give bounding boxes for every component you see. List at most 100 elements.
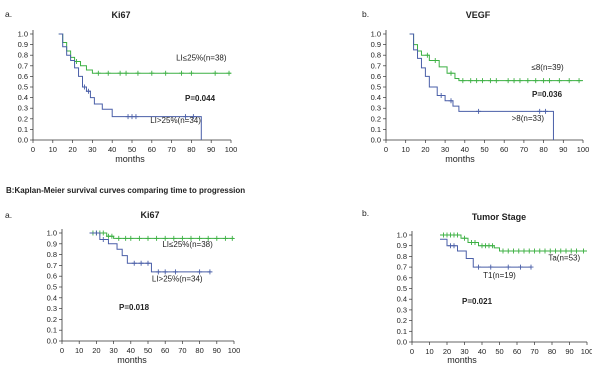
x-tick-label: 30 — [88, 145, 96, 154]
y-tick-label: 0.5 — [18, 83, 28, 92]
censor-mark — [476, 264, 481, 270]
censor-mark — [556, 78, 562, 84]
censor-mark — [179, 235, 185, 241]
y-tick-label: 0.6 — [371, 72, 381, 81]
x-tick-label: 20 — [92, 346, 100, 355]
x-axis-title: months — [115, 154, 145, 164]
censor-mark — [451, 243, 457, 249]
censor-mark — [190, 114, 196, 120]
censor-mark — [162, 235, 168, 241]
censor-mark — [516, 248, 522, 254]
y-tick-label: 0.8 — [371, 51, 381, 60]
x-tick-label: 40 — [108, 145, 116, 154]
censor-mark — [95, 70, 101, 76]
censor-mark — [212, 70, 218, 76]
x-tick-label: 40 — [461, 145, 469, 154]
censor-mark — [135, 70, 141, 76]
x-tick-label: 0 — [31, 145, 35, 154]
censor-mark — [226, 70, 232, 76]
y-tick-label: 1.0 — [18, 30, 28, 39]
x-tick-label: 60 — [161, 346, 169, 355]
x-tick-label: 20 — [421, 145, 429, 154]
y-tick-label: 0.4 — [18, 93, 28, 102]
censor-mark — [576, 78, 582, 84]
censor-mark — [116, 235, 122, 241]
y-tick-label: 0.1 — [18, 125, 28, 134]
censor-mark — [566, 78, 572, 84]
km-panel-2: 0 10 20 30 40 50 60 70 80 90 100 0.0 0.1 0.20.3 0.40.5… — [362, 9, 589, 164]
censor-mark — [424, 52, 430, 58]
x-tick-label: 100 — [225, 145, 238, 154]
censor-mark — [145, 260, 151, 266]
y-tick-label: 0.1 — [47, 326, 57, 335]
y-tick-label: 1.0 — [397, 231, 407, 240]
panel-title: VEGF — [466, 10, 491, 20]
x-tick-label: 70 — [530, 347, 538, 356]
censor-mark — [472, 239, 478, 245]
x-tick-label: 10 — [49, 145, 57, 154]
panel-label: a. — [5, 9, 12, 19]
censor-mark — [505, 248, 511, 254]
series-label: LI>25%(n=34) — [152, 275, 203, 284]
x-tick-label: 10 — [425, 347, 433, 356]
x-tick-label: 0 — [410, 347, 414, 356]
censor-mark — [488, 264, 494, 270]
censor-mark — [188, 235, 194, 241]
x-tick-label: 10 — [402, 145, 410, 154]
series-label: T1(n=19) — [483, 271, 516, 280]
censor-mark — [528, 264, 534, 270]
censor-mark — [85, 88, 91, 94]
x-tick-label: 90 — [207, 145, 215, 154]
survival-curve-2 — [440, 238, 531, 268]
y-tick-label: 0.5 — [371, 83, 381, 92]
survival-curve-1 — [409, 33, 583, 82]
censor-mark — [123, 235, 129, 241]
y-tick-label: 0.4 — [397, 295, 407, 304]
x-tick-label: 100 — [577, 145, 590, 154]
censor-mark — [505, 78, 511, 84]
series-label: >8(n=33) — [512, 114, 545, 123]
y-tick-label: 0.3 — [371, 104, 381, 113]
y-tick-label: 0.2 — [47, 315, 57, 324]
censor-mark — [173, 269, 179, 275]
panel-title: Ki67 — [111, 10, 130, 20]
x-tick-label: 0 — [384, 145, 388, 154]
y-tick-label: 0.9 — [371, 40, 381, 49]
y-tick-label: 0.7 — [18, 61, 28, 70]
x-tick-label: 30 — [109, 346, 117, 355]
censor-mark — [462, 235, 467, 241]
x-tick-label: 100 — [581, 347, 592, 356]
y-tick-label: 0.9 — [397, 241, 407, 250]
series-label: LI≤25%(n=38) — [162, 240, 213, 249]
censor-mark — [207, 269, 213, 275]
censor-mark — [438, 92, 444, 98]
censor-mark — [131, 260, 137, 266]
y-tick-label: 0.1 — [397, 327, 407, 336]
series-label: LI>25%(n=34) — [150, 116, 201, 125]
x-axis-title: months — [447, 355, 477, 365]
censor-mark — [574, 248, 579, 254]
x-tick-label: 10 — [75, 346, 83, 355]
censor-mark — [100, 230, 106, 236]
x-tick-label: 100 — [228, 346, 241, 355]
series-label: Ta(n=53) — [548, 254, 580, 263]
series-label: ≤8(n=39) — [531, 63, 564, 72]
x-tick-label: 60 — [148, 145, 156, 154]
censor-mark — [162, 269, 168, 275]
x-tick-label: 70 — [178, 346, 186, 355]
x-tick-label: 90 — [565, 347, 573, 356]
x-tick-label: 80 — [187, 145, 195, 154]
censor-mark — [105, 70, 111, 76]
p-value: P=0.021 — [462, 297, 493, 306]
x-tick-label: 50 — [144, 346, 152, 355]
censor-mark — [149, 70, 155, 76]
censor-mark — [432, 58, 438, 63]
x-tick-label: 90 — [213, 346, 221, 355]
censor-mark — [493, 78, 499, 84]
y-tick-label: 0.4 — [47, 293, 57, 302]
y-tick-label: 0.5 — [47, 283, 57, 292]
censor-mark — [533, 78, 539, 84]
survival-curve-1 — [89, 232, 234, 239]
y-tick-label: 0.9 — [18, 40, 28, 49]
censor-mark — [222, 235, 228, 241]
